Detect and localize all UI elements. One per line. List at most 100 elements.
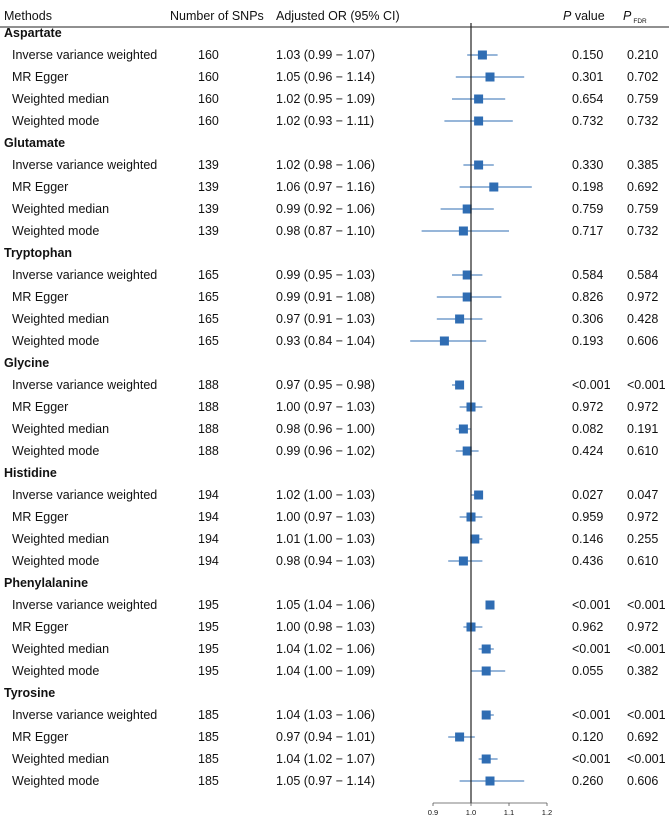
or-marker <box>481 666 491 676</box>
method-label: MR Egger <box>12 400 68 414</box>
or-ci-value: 1.04 (1.02 − 1.06) <box>276 642 375 656</box>
snps-value: 165 <box>198 312 219 326</box>
method-label: Weighted median <box>12 642 109 656</box>
group-label: Tryptophan <box>4 246 72 260</box>
or-marker <box>477 50 487 60</box>
p-fdr-value: 0.428 <box>627 312 658 326</box>
header-pfdr-italic: P <box>623 9 632 23</box>
or-ci-value: 1.05 (0.96 − 1.14) <box>276 70 375 84</box>
snps-value: 139 <box>198 180 219 194</box>
method-label: MR Egger <box>12 70 68 84</box>
snps-value: 194 <box>198 488 219 502</box>
or-marker <box>462 292 472 302</box>
snps-value: 195 <box>198 598 219 612</box>
or-ci-value: 0.98 (0.87 − 1.10) <box>276 224 375 238</box>
method-label: MR Egger <box>12 730 68 744</box>
p-fdr-value: 0.047 <box>627 488 658 502</box>
or-ci-value: 1.04 (1.00 − 1.09) <box>276 664 375 678</box>
snps-value: 165 <box>198 290 219 304</box>
table-row: Weighted mode 195 1.04 (1.00 − 1.09) 0.055 0… <box>12 664 658 678</box>
method-label: Inverse variance weighted <box>12 598 157 612</box>
p-value: 0.198 <box>572 180 603 194</box>
p-value: <0.001 <box>572 598 611 612</box>
p-fdr-value: <0.001 <box>627 598 666 612</box>
method-label: Weighted mode <box>12 224 99 238</box>
snps-value: 139 <box>198 158 219 172</box>
group-label: Glutamate <box>4 136 65 150</box>
p-value: 0.260 <box>572 774 603 788</box>
or-marker <box>474 490 484 500</box>
table-row: MR Egger 139 1.06 (0.97 − 1.16) 0.198 0.692 <box>12 180 658 194</box>
or-marker <box>462 270 472 280</box>
snps-value: 195 <box>198 620 219 634</box>
header-p-rest: value <box>571 9 604 23</box>
method-label: MR Egger <box>12 620 68 634</box>
or-ci-value: 0.99 (0.96 − 1.02) <box>276 444 375 458</box>
table-row: Weighted mode 165 0.93 (0.84 − 1.04) 0.193 0… <box>12 334 658 348</box>
method-label: Weighted mode <box>12 334 99 348</box>
or-marker <box>455 380 465 390</box>
table-row: Inverse variance weighted 195 1.05 (1.04 −… <box>12 598 666 612</box>
p-value: <0.001 <box>572 708 611 722</box>
method-label: MR Egger <box>12 290 68 304</box>
p-fdr-value: 0.972 <box>627 620 658 634</box>
x-tick-label: 1.0 <box>466 808 476 815</box>
header-p-italic: P <box>563 9 572 23</box>
p-value: 0.082 <box>572 422 603 436</box>
table-row: Inverse variance weighted 165 0.99 (0.95 −… <box>12 268 658 282</box>
table-row: MR Egger 195 1.00 (0.98 − 1.03) 0.962 0.972 <box>12 620 658 634</box>
or-ci-value: 1.00 (0.97 − 1.03) <box>276 400 375 414</box>
p-value: 0.330 <box>572 158 603 172</box>
p-fdr-value: 0.702 <box>627 70 658 84</box>
or-marker <box>462 446 472 456</box>
or-marker <box>474 94 484 104</box>
table-row: Weighted median 160 1.02 (0.95 − 1.09) 0.65… <box>12 92 658 106</box>
p-fdr-value: <0.001 <box>627 378 666 392</box>
header-methods: Methods <box>4 9 52 23</box>
or-marker <box>485 776 495 786</box>
snps-value: 185 <box>198 730 219 744</box>
table-row: MR Egger 188 1.00 (0.97 − 1.03) 0.972 0.972 <box>12 400 658 414</box>
p-value: 0.654 <box>572 92 603 106</box>
method-label: Weighted mode <box>12 554 99 568</box>
snps-value: 160 <box>198 92 219 106</box>
p-value: <0.001 <box>572 642 611 656</box>
p-fdr-value: 0.255 <box>627 532 658 546</box>
p-fdr-value: 0.385 <box>627 158 658 172</box>
or-marker <box>481 710 491 720</box>
snps-value: 194 <box>198 510 219 524</box>
or-ci-value: 1.05 (0.97 − 1.14) <box>276 774 375 788</box>
or-marker <box>470 534 480 544</box>
method-label: Weighted median <box>12 92 109 106</box>
or-marker <box>458 424 468 434</box>
or-ci-value: 0.97 (0.91 − 1.03) <box>276 312 375 326</box>
or-ci-value: 1.00 (0.97 − 1.03) <box>276 510 375 524</box>
table-row: Weighted mode 194 0.98 (0.94 − 1.03) 0.436 0… <box>12 554 658 568</box>
or-ci-value: 1.04 (1.02 − 1.07) <box>276 752 375 766</box>
or-ci-value: 0.98 (0.96 − 1.00) <box>276 422 375 436</box>
or-marker <box>458 556 468 566</box>
table-row: MR Egger 194 1.00 (0.97 − 1.03) 0.959 0.972 <box>12 510 658 524</box>
p-fdr-value: 0.759 <box>627 202 658 216</box>
table-row: Weighted mode 160 1.02 (0.93 − 1.11) 0.732 0… <box>12 114 658 128</box>
or-ci-value: 0.99 (0.92 − 1.06) <box>276 202 375 216</box>
method-label: Weighted mode <box>12 114 99 128</box>
p-value: <0.001 <box>572 752 611 766</box>
x-axis: 0.9 1.0 1.1 1.2 <box>428 23 552 815</box>
table-row: MR Egger 165 0.99 (0.91 − 1.08) 0.826 0.972 <box>12 290 658 304</box>
p-fdr-value: 0.584 <box>627 268 658 282</box>
method-label: Inverse variance weighted <box>12 268 157 282</box>
p-value: 0.732 <box>572 114 603 128</box>
or-ci-value: 1.02 (0.95 − 1.09) <box>276 92 375 106</box>
p-fdr-value: 0.606 <box>627 334 658 348</box>
method-label: MR Egger <box>12 180 68 194</box>
or-ci-value: 0.93 (0.84 − 1.04) <box>276 334 375 348</box>
table-row: Weighted median 139 0.99 (0.92 − 1.06) 0.75… <box>12 202 658 216</box>
snps-value: 188 <box>198 422 219 436</box>
header-p-fdr: P FDR <box>623 9 647 25</box>
table-row: Weighted mode 139 0.98 (0.87 − 1.10) 0.717 0… <box>12 224 658 238</box>
snps-value: 195 <box>198 664 219 678</box>
or-ci-value: 1.00 (0.98 − 1.03) <box>276 620 375 634</box>
p-fdr-value: 0.692 <box>627 730 658 744</box>
table-row: Inverse variance weighted 185 1.04 (1.03 −… <box>12 708 666 722</box>
